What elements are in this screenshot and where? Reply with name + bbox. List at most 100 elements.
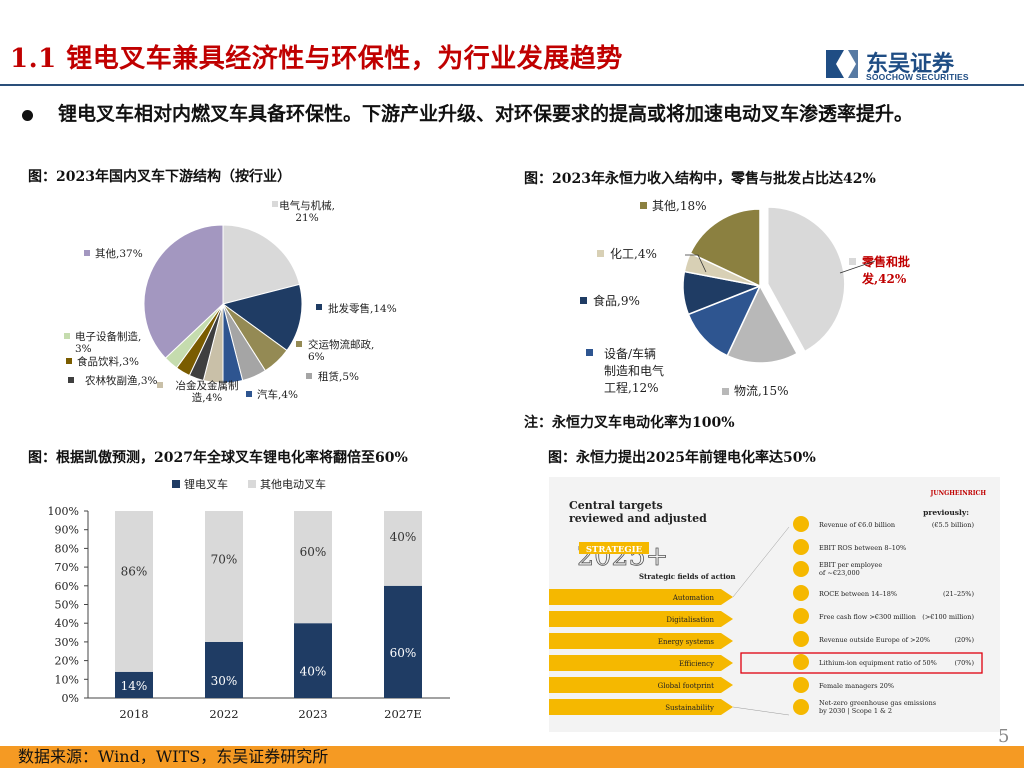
y-tick-label: 90% [55, 524, 79, 537]
jh-fields-title: Strategic fields of action [639, 572, 736, 581]
jh-field-bar [549, 633, 733, 649]
legend-label: 其他电动叉车 [260, 477, 326, 491]
legend-marker [597, 250, 604, 257]
bar-segment [384, 511, 422, 586]
x-tick-label: 2027E [384, 707, 422, 721]
caption-bar: 图：根据凯傲预测，2027年全球叉车锂电化率将翻倍至60% [28, 450, 408, 466]
pie-label: 物流,15% [734, 384, 789, 398]
pie-label: 其他,18% [652, 199, 707, 213]
legend-marker [272, 201, 278, 207]
jh-highlight-box [740, 652, 983, 674]
jh-field-bar [549, 589, 733, 605]
x-tick-label: 2023 [298, 707, 327, 721]
pie-label: 电气与机械, 21% [279, 199, 335, 224]
jh-target-icon [793, 516, 809, 532]
bar-data-label: 14% [121, 679, 148, 693]
jh-target-prev: (>€100 million) [922, 613, 974, 621]
bar-segment [205, 511, 243, 642]
header-divider [0, 84, 1024, 86]
pie-slice [222, 224, 301, 305]
y-tick-label: 70% [55, 561, 79, 574]
pie-label: 食品饮料,3% [77, 355, 139, 368]
caption-note: 注：永恒力叉车电动化率为100% [524, 415, 735, 431]
pie-chart-industry: 电气与机械, 21% 批发零售,14% 交运物流邮政, 6% 租赁,5% 汽车,4% 冶金及金… [64, 199, 397, 404]
jh-target-text: Free cash flow >€300 million [819, 613, 916, 621]
pie-label: 零售和批发,42% [861, 254, 910, 286]
bar-data-label: 86% [121, 564, 148, 578]
bar-data-label: 60% [390, 646, 417, 660]
jh-target-icon [793, 699, 809, 715]
legend-marker [157, 382, 163, 388]
jh-target-text: EBIT ROS between 8–10% [819, 544, 906, 552]
legend-label: 锂电叉车 [184, 477, 228, 491]
jh-field-label: Automation [672, 594, 715, 602]
footer-bar [0, 746, 1024, 768]
jh-target-prev: (20%) [954, 636, 974, 644]
y-tick-label: 0% [62, 692, 79, 705]
legend-marker [246, 391, 252, 397]
legend-marker [248, 480, 256, 488]
jh-target-text: EBIT per employee of ~€23,000 [819, 561, 882, 577]
jh-field-bar [549, 611, 733, 627]
legend-marker [172, 480, 180, 488]
bar-segment [384, 585, 422, 698]
logo: 东吴证券 SOOCHOW SECURITIES [822, 46, 982, 82]
jh-target-icon [793, 539, 809, 555]
legend-marker [849, 258, 856, 265]
legend-marker [316, 304, 322, 310]
jh-target-prev: (70%) [954, 659, 974, 667]
jh-field-bar [549, 677, 733, 693]
pie-label: 交运物流邮政, 6% [308, 338, 374, 363]
legend-marker [722, 388, 729, 395]
y-tick-label: 50% [55, 599, 79, 612]
jh-target-icon [793, 608, 809, 624]
jh-target-icon [793, 654, 809, 670]
legend-marker [640, 202, 647, 209]
pie-label: 冶金及金属制造,4% [176, 379, 239, 404]
pie-slice [689, 208, 761, 288]
pie-label: 设备/车辆制造和电气工程,12% [604, 346, 664, 395]
pie-label: 食品,9% [593, 293, 640, 308]
pie-slice [766, 206, 846, 353]
y-tick-label: 80% [55, 542, 79, 555]
bar-data-label: 40% [390, 530, 417, 544]
y-tick-label: 100% [48, 505, 79, 518]
pie-chart-revenue: 零售和批发,42% 物流,15% 设备/车辆制造和电气工程,12% 食品,9% 化工,4… [580, 199, 910, 398]
pie-slice [143, 224, 224, 359]
caption-pie1: 图：2023年国内叉车下游结构（按行业） [28, 169, 291, 185]
pie-slice [726, 284, 799, 364]
x-tick-label: 2022 [209, 707, 238, 721]
jh-heading: reviewed and adjusted [569, 512, 707, 525]
bar-segment [294, 511, 332, 624]
jh-strategy-word: STRATEGIE [586, 545, 643, 555]
legend-marker [64, 333, 70, 339]
legend-marker [66, 358, 72, 364]
jh-target-icon [793, 561, 809, 577]
caption-pie2: 图：2023年永恒力收入结构中，零售与批发占比达42% [524, 171, 876, 187]
x-tick-label: 2018 [119, 707, 148, 721]
jh-field-label: Digitalisation [666, 616, 714, 624]
jh-target-text: Revenue of €6.0 billion [819, 521, 895, 529]
bar-data-label: 30% [211, 674, 238, 688]
page-number: 5 [998, 726, 1010, 747]
page-title: 1.1 锂电叉车兼具经济性与环保性，为行业发展趋势 [10, 44, 623, 74]
legend-marker [306, 373, 312, 379]
caption-jh: 图：永恒力提出2025年前锂电化率达50% [548, 450, 816, 466]
jh-target-icon [793, 585, 809, 601]
logo-icon [826, 50, 858, 78]
jh-target-text: ROCE between 14–18% [819, 590, 897, 598]
bar-data-label: 60% [300, 545, 327, 559]
bar-data-label: 70% [211, 552, 238, 566]
jh-target-text: Lithium-ion equipment ratio of 50% [819, 659, 937, 667]
jh-field-label: Global footprint [658, 682, 715, 690]
jh-target-icon [793, 631, 809, 647]
bar-segment [115, 511, 153, 672]
bullet-icon [22, 110, 33, 121]
jh-heading: Central targets [569, 499, 663, 512]
jh-field-bar [549, 699, 733, 715]
jh-target-text: Revenue outside Europe of >20% [819, 636, 930, 644]
pie-label: 批发零售,14% [328, 302, 397, 315]
legend-marker [296, 341, 302, 347]
jungheinrich-targets-image: Central targets reviewed and adjusted JUNG… [549, 477, 1000, 732]
